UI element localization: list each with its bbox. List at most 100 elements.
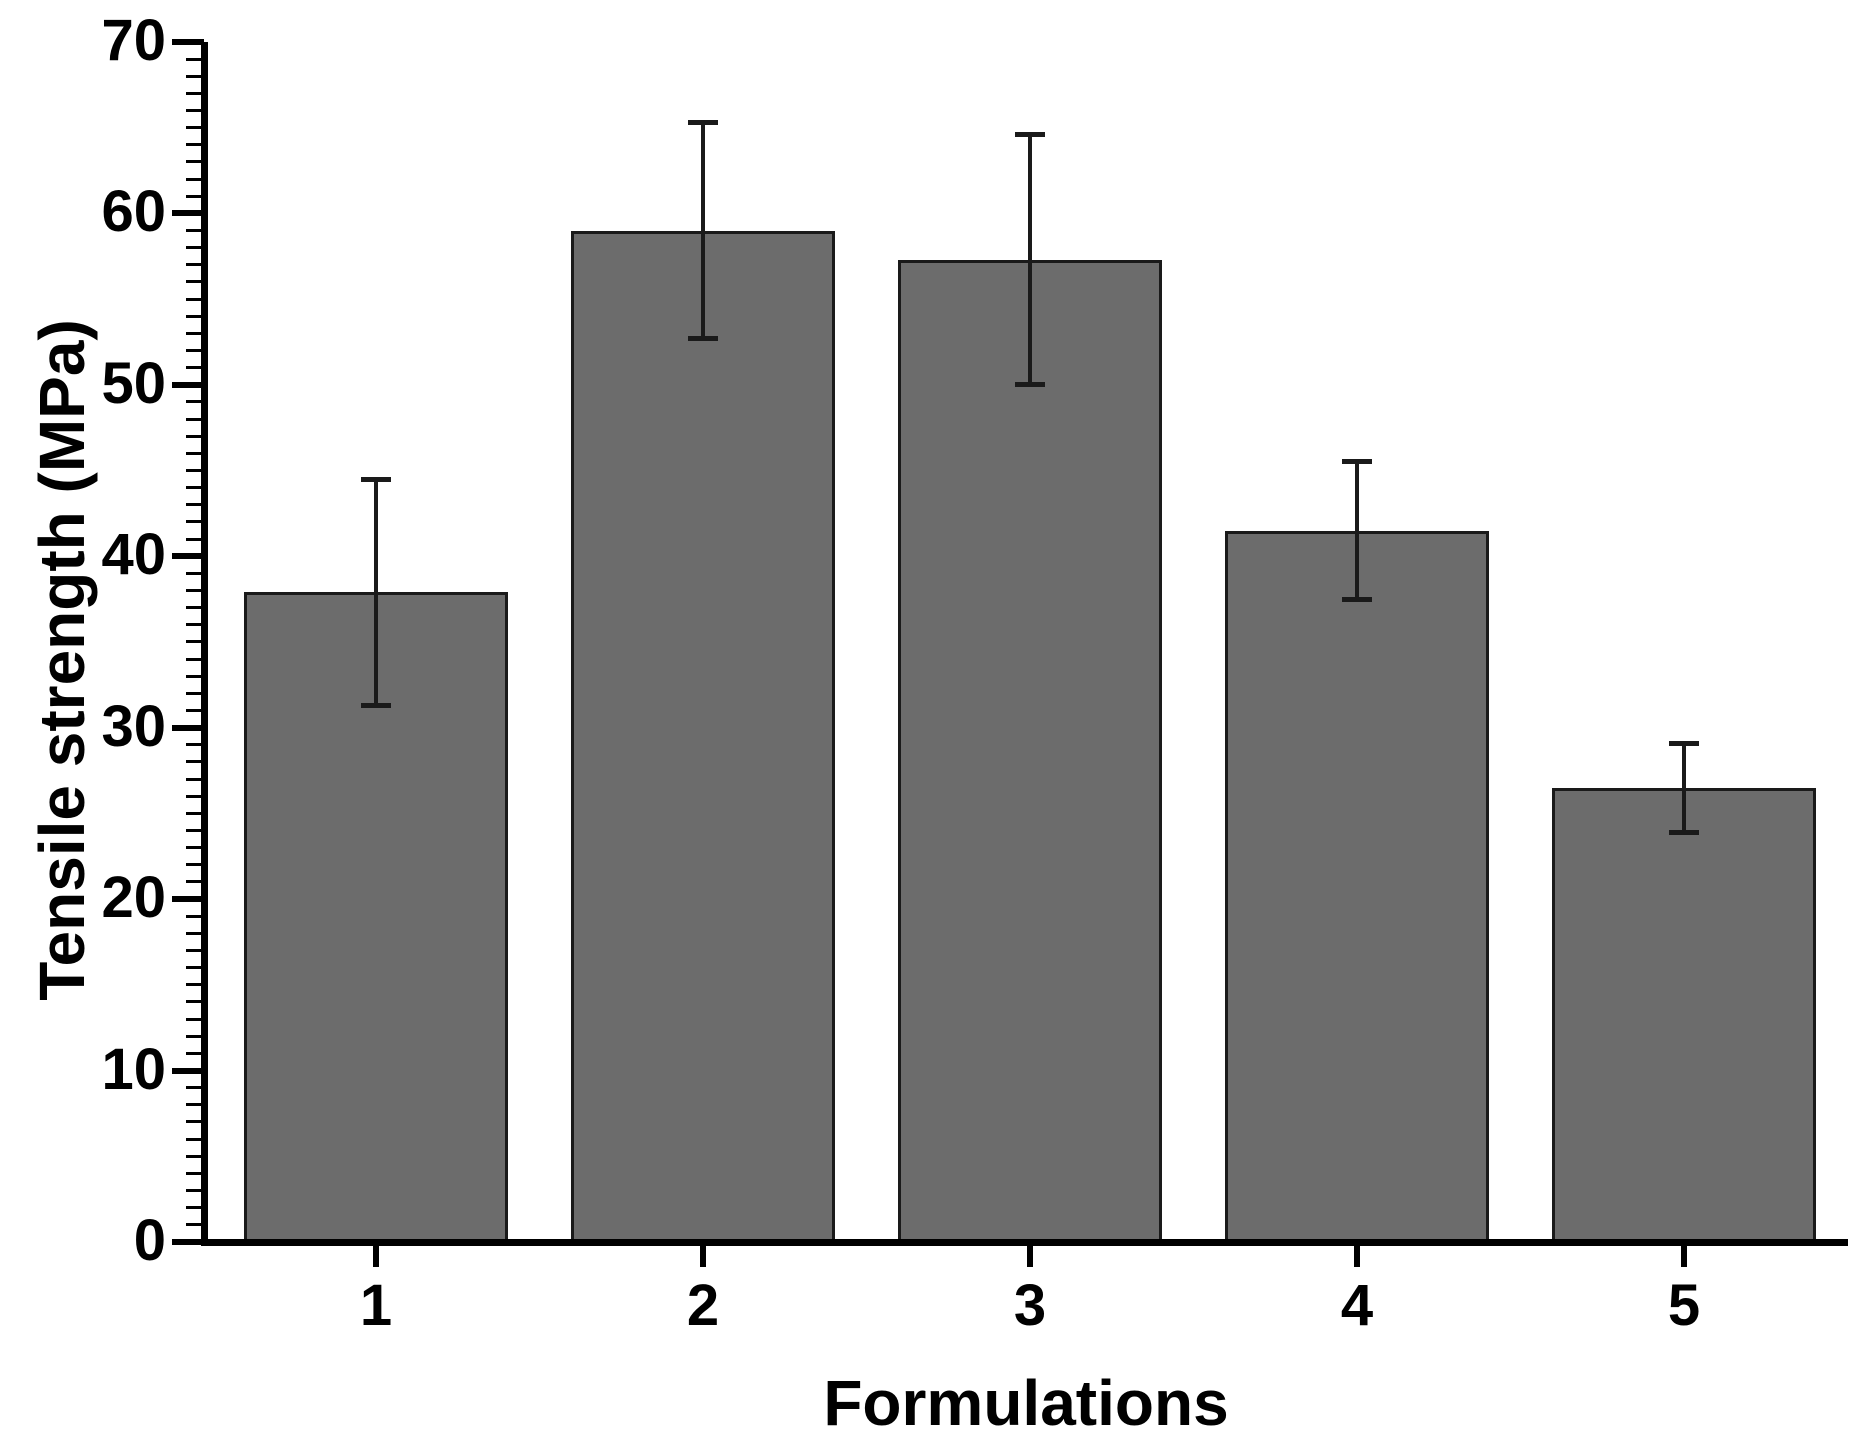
- error-bar-bottom-cap-formulation-2: [688, 336, 718, 342]
- x-tick-label-5: 5: [1667, 1273, 1701, 1338]
- y-axis-minor-tick: [186, 91, 204, 95]
- y-axis-major-tick-50: [172, 381, 204, 388]
- y-axis-minor-tick: [186, 400, 204, 404]
- y-tick-label-30: 30: [101, 693, 166, 759]
- y-axis-minor-tick: [186, 126, 204, 130]
- y-axis-minor-tick: [186, 606, 204, 610]
- y-axis-minor-tick: [186, 263, 204, 267]
- error-bar-line-formulation-4: [1355, 461, 1359, 600]
- x-axis-title: Formulations: [823, 1367, 1229, 1439]
- y-tick-label-60: 60: [101, 179, 166, 245]
- y-axis-minor-tick: [186, 1137, 204, 1141]
- y-axis-minor-tick: [186, 1017, 204, 1021]
- y-axis-major-tick-70: [172, 38, 204, 45]
- error-bar-top-cap-formulation-5: [1669, 740, 1699, 746]
- y-axis-minor-tick: [186, 983, 204, 987]
- bar-formulation-3: [898, 259, 1162, 1246]
- x-tick-label-2: 2: [686, 1273, 720, 1338]
- y-axis-minor-tick: [186, 1086, 204, 1090]
- x-axis-line: [200, 1238, 1848, 1246]
- y-axis-minor-tick: [186, 1206, 204, 1210]
- y-axis-minor-tick: [186, 520, 204, 524]
- y-axis-minor-tick: [186, 246, 204, 250]
- x-tick-label-3: 3: [1013, 1273, 1047, 1338]
- y-axis-minor-tick: [186, 469, 204, 473]
- y-axis-minor-tick: [186, 331, 204, 335]
- y-axis-major-tick-40: [172, 553, 204, 560]
- error-bar-line-formulation-3: [1028, 134, 1032, 385]
- y-axis-minor-tick: [186, 777, 204, 781]
- y-axis-minor-tick: [186, 503, 204, 507]
- y-axis-minor-tick: [186, 314, 204, 318]
- y-axis-minor-tick: [186, 349, 204, 353]
- y-axis-minor-tick: [186, 640, 204, 644]
- y-axis-minor-tick: [186, 623, 204, 627]
- error-bar-top-cap-formulation-1: [361, 476, 391, 482]
- y-axis-minor-tick: [186, 880, 204, 884]
- y-axis-minor-tick: [186, 297, 204, 301]
- error-bar-bottom-cap-formulation-3: [1015, 382, 1045, 388]
- x-axis-tick-2: [700, 1245, 706, 1267]
- y-axis-minor-tick: [186, 949, 204, 953]
- y-axis-minor-tick: [186, 846, 204, 850]
- y-axis-minor-tick: [186, 1034, 204, 1038]
- y-axis-minor-tick: [186, 589, 204, 593]
- bar-formulation-5: [1552, 787, 1816, 1246]
- y-axis-major-tick-20: [172, 896, 204, 903]
- y-axis-minor-tick: [186, 143, 204, 147]
- x-tick-label-4: 4: [1340, 1273, 1374, 1338]
- y-axis-minor-tick: [186, 57, 204, 61]
- y-axis-minor-tick: [186, 811, 204, 815]
- y-axis-major-tick-30: [172, 724, 204, 731]
- y-axis-minor-tick: [186, 1154, 204, 1158]
- y-axis-minor-tick: [186, 571, 204, 575]
- y-axis-minor-tick: [186, 486, 204, 490]
- x-axis-tick-4: [1354, 1245, 1360, 1267]
- y-axis-minor-tick: [186, 1103, 204, 1107]
- y-axis-minor-tick: [186, 931, 204, 935]
- y-axis-minor-tick: [186, 829, 204, 833]
- error-bar-line-formulation-1: [374, 479, 378, 706]
- y-axis-minor-tick: [186, 863, 204, 867]
- error-bar-top-cap-formulation-4: [1342, 459, 1372, 465]
- y-axis-major-tick-60: [172, 210, 204, 217]
- y-axis-minor-tick: [186, 1000, 204, 1004]
- y-tick-label-0: 0: [133, 1208, 166, 1273]
- bar-formulation-2: [571, 230, 835, 1246]
- error-bar-bottom-cap-formulation-5: [1669, 829, 1699, 835]
- x-axis-tick-5: [1681, 1245, 1687, 1267]
- y-axis-minor-tick: [186, 1223, 204, 1227]
- x-tick-label-1: 1: [359, 1273, 393, 1338]
- y-axis-minor-tick: [186, 280, 204, 284]
- y-axis-line: [200, 42, 208, 1245]
- y-axis-minor-tick: [186, 760, 204, 764]
- y-axis-minor-tick: [186, 709, 204, 713]
- y-axis-major-tick-10: [172, 1067, 204, 1074]
- y-tick-label-40: 40: [101, 522, 166, 588]
- error-bar-bottom-cap-formulation-4: [1342, 596, 1372, 602]
- x-axis-tick-1: [373, 1245, 379, 1267]
- error-bar-top-cap-formulation-3: [1015, 132, 1045, 138]
- y-axis-minor-tick: [186, 914, 204, 918]
- y-tick-label-20: 20: [101, 865, 166, 931]
- y-tick-label-10: 10: [101, 1036, 166, 1102]
- y-axis-minor-tick: [186, 743, 204, 747]
- y-axis-minor-tick: [186, 417, 204, 421]
- x-axis-tick-3: [1027, 1245, 1033, 1267]
- y-axis-minor-tick: [186, 366, 204, 370]
- y-axis-minor-tick: [186, 1051, 204, 1055]
- y-axis-minor-tick: [186, 1171, 204, 1175]
- y-axis-minor-tick: [186, 1189, 204, 1193]
- y-axis-minor-tick: [186, 674, 204, 678]
- y-axis-minor-tick: [186, 229, 204, 233]
- y-axis-minor-tick: [186, 657, 204, 661]
- y-tick-label-70: 70: [101, 7, 166, 73]
- y-axis-minor-tick: [186, 691, 204, 695]
- y-axis-minor-tick: [186, 794, 204, 798]
- error-bar-bottom-cap-formulation-1: [361, 702, 391, 708]
- error-bar-line-formulation-2: [701, 122, 705, 339]
- y-axis-minor-tick: [186, 194, 204, 198]
- y-axis-minor-tick: [186, 451, 204, 455]
- error-bar-line-formulation-5: [1682, 743, 1686, 833]
